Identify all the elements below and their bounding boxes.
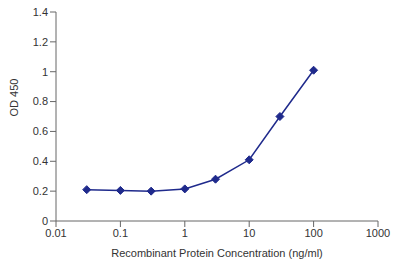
- svg-text:0.8: 0.8: [33, 95, 48, 107]
- svg-text:1: 1: [42, 66, 48, 78]
- svg-text:0.4: 0.4: [33, 155, 48, 167]
- svg-text:0: 0: [42, 215, 48, 227]
- svg-text:Recombinant Protein Concentrat: Recombinant Protein Concentration (ng/ml…: [111, 247, 323, 259]
- svg-text:0.2: 0.2: [33, 185, 48, 197]
- svg-text:1: 1: [182, 227, 188, 239]
- svg-text:OD 450: OD 450: [8, 79, 20, 117]
- svg-text:100: 100: [304, 227, 322, 239]
- svg-text:1.4: 1.4: [33, 6, 48, 18]
- svg-text:1000: 1000: [366, 227, 390, 239]
- svg-text:0.01: 0.01: [45, 227, 66, 239]
- svg-text:0.1: 0.1: [113, 227, 128, 239]
- svg-text:1.2: 1.2: [33, 36, 48, 48]
- svg-text:0.6: 0.6: [33, 125, 48, 137]
- svg-text:10: 10: [243, 227, 255, 239]
